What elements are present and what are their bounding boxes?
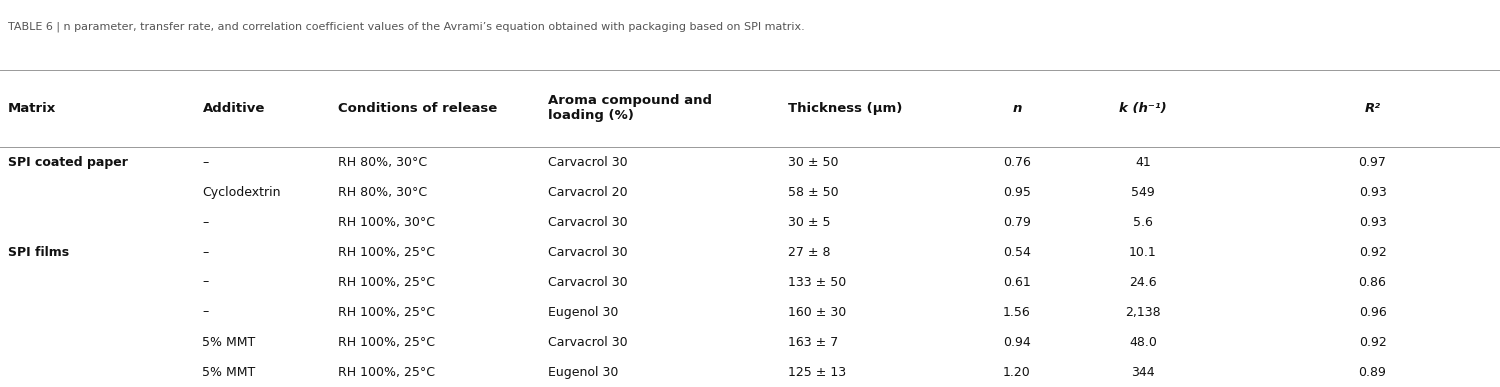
Text: 0.92: 0.92	[1359, 336, 1386, 349]
Text: R²: R²	[1365, 102, 1380, 115]
Text: Carvacrol 30: Carvacrol 30	[548, 156, 627, 169]
Text: 0.97: 0.97	[1359, 156, 1386, 169]
Text: 41: 41	[1136, 156, 1150, 169]
Text: 0.95: 0.95	[1004, 185, 1031, 199]
Text: 2,138: 2,138	[1125, 305, 1161, 319]
Text: SPI films: SPI films	[8, 245, 69, 259]
Text: 24.6: 24.6	[1130, 276, 1156, 289]
Text: 344: 344	[1131, 365, 1155, 378]
Text: Eugenol 30: Eugenol 30	[548, 305, 618, 319]
Text: 27 ± 8: 27 ± 8	[788, 245, 830, 259]
Text: 160 ± 30: 160 ± 30	[788, 305, 846, 319]
Text: Matrix: Matrix	[8, 102, 56, 115]
Text: RH 100%, 25°C: RH 100%, 25°C	[338, 305, 435, 319]
Text: 1.56: 1.56	[1004, 305, 1031, 319]
Text: RH 100%, 25°C: RH 100%, 25°C	[338, 245, 435, 259]
Text: k (h⁻¹): k (h⁻¹)	[1119, 102, 1167, 115]
Text: 5% MMT: 5% MMT	[202, 336, 255, 349]
Text: 30 ± 50: 30 ± 50	[788, 156, 838, 169]
Text: –: –	[202, 276, 208, 289]
Text: 48.0: 48.0	[1130, 336, 1156, 349]
Text: –: –	[202, 305, 208, 319]
Text: 1.20: 1.20	[1004, 365, 1031, 378]
Text: 10.1: 10.1	[1130, 245, 1156, 259]
Text: 0.94: 0.94	[1004, 336, 1031, 349]
Text: SPI coated paper: SPI coated paper	[8, 156, 128, 169]
Text: 30 ± 5: 30 ± 5	[788, 216, 830, 229]
Text: 5.6: 5.6	[1132, 216, 1154, 229]
Text: Additive: Additive	[202, 102, 266, 115]
Text: Conditions of release: Conditions of release	[338, 102, 496, 115]
Text: –: –	[202, 156, 208, 169]
Text: Carvacrol 30: Carvacrol 30	[548, 245, 627, 259]
Text: 0.86: 0.86	[1359, 276, 1386, 289]
Text: Aroma compound and
loading (%): Aroma compound and loading (%)	[548, 94, 711, 122]
Text: Eugenol 30: Eugenol 30	[548, 365, 618, 378]
Text: 58 ± 50: 58 ± 50	[788, 185, 838, 199]
Text: 5% MMT: 5% MMT	[202, 365, 255, 378]
Text: RH 100%, 25°C: RH 100%, 25°C	[338, 365, 435, 378]
Text: RH 100%, 30°C: RH 100%, 30°C	[338, 216, 435, 229]
Text: 0.92: 0.92	[1359, 245, 1386, 259]
Text: n: n	[1013, 102, 1022, 115]
Text: RH 80%, 30°C: RH 80%, 30°C	[338, 185, 426, 199]
Text: Carvacrol 30: Carvacrol 30	[548, 336, 627, 349]
Text: Carvacrol 20: Carvacrol 20	[548, 185, 627, 199]
Text: 0.96: 0.96	[1359, 305, 1386, 319]
Text: 0.54: 0.54	[1004, 245, 1031, 259]
Text: 549: 549	[1131, 185, 1155, 199]
Text: 125 ± 13: 125 ± 13	[788, 365, 846, 378]
Text: RH 80%, 30°C: RH 80%, 30°C	[338, 156, 426, 169]
Text: Carvacrol 30: Carvacrol 30	[548, 276, 627, 289]
Text: 163 ± 7: 163 ± 7	[788, 336, 837, 349]
Text: 133 ± 50: 133 ± 50	[788, 276, 846, 289]
Text: 0.79: 0.79	[1004, 216, 1031, 229]
Text: 0.89: 0.89	[1359, 365, 1386, 378]
Text: –: –	[202, 216, 208, 229]
Text: 0.93: 0.93	[1359, 216, 1386, 229]
Text: 0.61: 0.61	[1004, 276, 1031, 289]
Text: Carvacrol 30: Carvacrol 30	[548, 216, 627, 229]
Text: 0.93: 0.93	[1359, 185, 1386, 199]
Text: RH 100%, 25°C: RH 100%, 25°C	[338, 336, 435, 349]
Text: RH 100%, 25°C: RH 100%, 25°C	[338, 276, 435, 289]
Text: TABLE 6 | n parameter, transfer rate, and correlation coefficient values of the : TABLE 6 | n parameter, transfer rate, an…	[8, 22, 804, 33]
Text: 0.76: 0.76	[1004, 156, 1031, 169]
Text: –: –	[202, 245, 208, 259]
Text: Thickness (μm): Thickness (μm)	[788, 102, 901, 115]
Text: Cyclodextrin: Cyclodextrin	[202, 185, 280, 199]
